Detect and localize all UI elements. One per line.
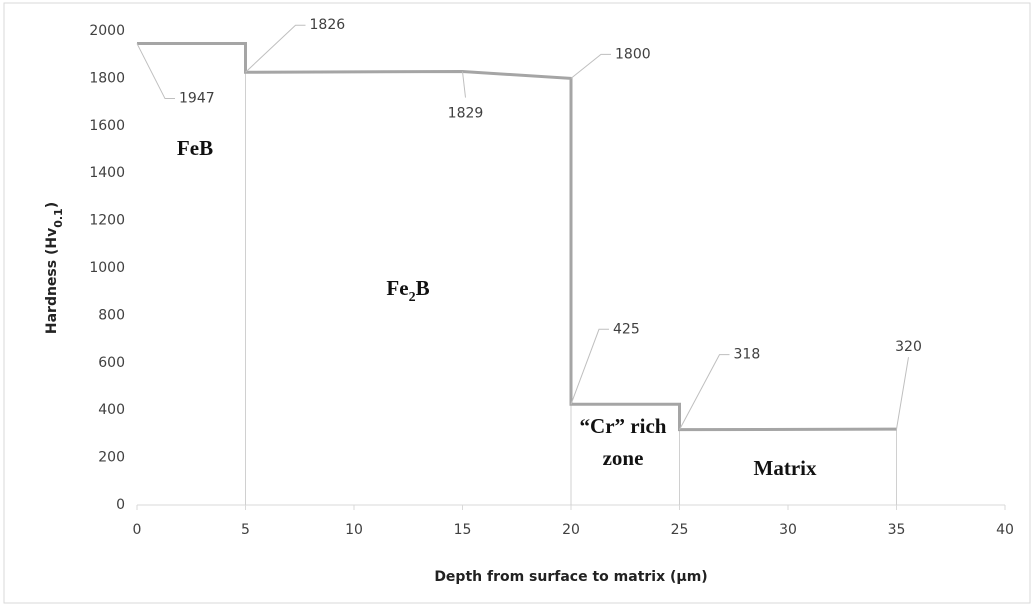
label-leader	[462, 71, 466, 98]
x-tick-label: 5	[241, 522, 250, 538]
y-tick-label: 1200	[89, 213, 125, 229]
y-tick-label: 1400	[89, 165, 125, 181]
x-tick-label: 15	[454, 522, 472, 538]
y-tick-label: 600	[98, 355, 125, 371]
y-axis-title-part: )	[44, 202, 60, 208]
zone-label: zone	[603, 446, 644, 470]
zone-label: Matrix	[754, 456, 817, 480]
label-leader	[570, 328, 609, 405]
zone-label-part: Fe	[386, 276, 408, 300]
data-label: 1800	[615, 46, 651, 62]
y-tick-label: 1600	[89, 118, 125, 134]
y-tick-label: 2000	[89, 23, 125, 39]
zone-label: FeB	[177, 136, 213, 160]
label-leader	[245, 24, 306, 73]
x-axis-title: Depth from surface to matrix (µm)	[434, 569, 707, 585]
y-tick-label: 400	[98, 402, 125, 418]
zone-label: Fe2B	[386, 276, 429, 305]
data-label: 1829	[448, 106, 484, 122]
chart-border	[3, 2, 1031, 604]
x-tick-label: 35	[888, 522, 906, 538]
zone-label-part: 2	[409, 290, 416, 305]
x-tick-label: 25	[671, 522, 689, 538]
x-tick-label: 0	[133, 522, 142, 538]
data-label: 318	[734, 347, 761, 363]
y-axis-title-part: Hardness (Hv	[44, 228, 60, 334]
y-tick-label: 200	[98, 450, 125, 466]
label-leader	[896, 357, 909, 430]
data-label: 320	[895, 339, 922, 355]
x-tick-label: 20	[562, 522, 580, 538]
label-leader	[570, 53, 611, 79]
y-tick-label: 1800	[89, 70, 125, 86]
x-tick-label: 30	[779, 522, 797, 538]
label-leader	[679, 354, 730, 430]
zone-label: “Cr” rich	[580, 414, 667, 438]
y-axis-title-part: 0.1	[52, 208, 65, 228]
x-tick-label: 40	[996, 522, 1014, 538]
data-label: 425	[613, 321, 640, 337]
zone-label-part: B	[416, 276, 430, 300]
x-tick-label: 10	[345, 522, 363, 538]
data-label: 1947	[179, 91, 215, 107]
y-tick-label: 1000	[89, 260, 125, 276]
label-leader	[136, 43, 175, 100]
y-axis-title: Hardness (Hv0.1)	[44, 202, 65, 334]
data-label: 1826	[310, 17, 346, 33]
y-tick-label: 0	[116, 497, 125, 513]
y-tick-label: 800	[98, 307, 125, 323]
